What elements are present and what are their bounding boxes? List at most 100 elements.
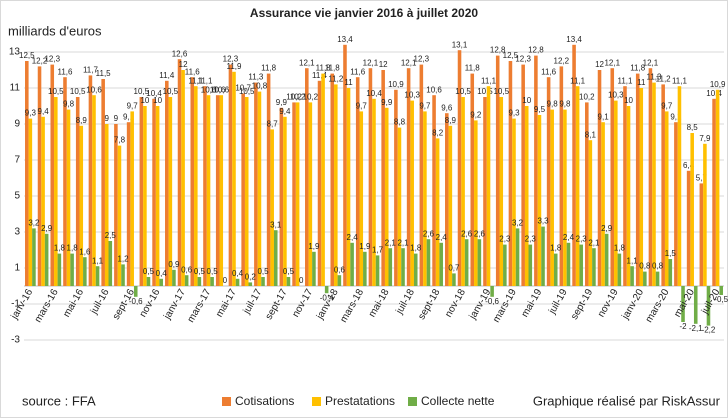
data-label: 10,2 (286, 93, 302, 102)
data-label: 1,9 (359, 242, 371, 251)
data-label: 11,1 (197, 76, 213, 85)
data-label: 10,3 (404, 91, 420, 100)
bar (283, 116, 287, 286)
data-label: 0,7 (448, 264, 460, 273)
bar (439, 242, 443, 286)
data-label: 13,4 (566, 35, 582, 44)
data-label: 12,1 (643, 58, 659, 67)
data-label: 10,7 (235, 84, 251, 93)
bar (165, 80, 169, 286)
bar (28, 118, 33, 286)
data-label: 11,6 (350, 67, 366, 76)
bar (279, 107, 284, 286)
y-tick-label: 9 (14, 119, 20, 130)
data-label: 12,3 (414, 55, 430, 64)
data-label: 10,6 (201, 85, 217, 94)
bar (712, 98, 716, 286)
bar (490, 286, 494, 297)
bar (664, 111, 669, 287)
data-label: 9,8 (559, 100, 571, 109)
bar (550, 109, 554, 286)
data-label: 10,2 (303, 93, 319, 102)
data-label: 10 (140, 96, 149, 105)
bar (623, 86, 627, 286)
bar (572, 44, 576, 286)
bar (159, 278, 163, 286)
bar (70, 253, 74, 286)
y-tick-label: 11 (10, 83, 21, 94)
bar (286, 277, 291, 286)
bar (372, 98, 376, 286)
bar (503, 244, 507, 286)
bar (528, 244, 533, 286)
bar (486, 86, 491, 286)
data-label: 11,5 (96, 69, 112, 78)
data-label: 0,8 (639, 262, 651, 271)
data-label: 12,1 (363, 58, 379, 67)
data-label: 9,9 (381, 98, 393, 107)
bar (388, 248, 393, 286)
bar (368, 68, 373, 286)
y-tick-label: 3 (14, 227, 20, 238)
bar (445, 113, 449, 286)
data-label: 10,6 (213, 85, 229, 94)
data-label: 0,5 (207, 267, 219, 276)
bar (553, 253, 558, 286)
bar (308, 102, 313, 287)
data-label: 2,1 (588, 238, 600, 247)
data-label: 8,5 (687, 123, 699, 132)
data-label: 9,9 (276, 98, 288, 107)
data-label: 10,2 (579, 93, 595, 102)
y-tick-label: -1 (11, 299, 20, 310)
data-label: 3,3 (537, 217, 549, 226)
data-label: 0,5 (194, 267, 206, 276)
data-label: 2,3 (525, 235, 537, 244)
bar (639, 88, 644, 286)
data-label: 10,5 (239, 87, 255, 96)
data-label: 11,8 (630, 64, 646, 73)
legend-swatch (222, 397, 231, 406)
legend-swatch (408, 397, 417, 406)
bar (254, 82, 258, 286)
data-label: 12 (595, 60, 604, 69)
data-label: 2,4 (436, 233, 448, 242)
bar (346, 88, 351, 286)
bar (337, 275, 342, 286)
data-label: 8,7 (267, 120, 279, 129)
bar (37, 66, 42, 287)
bar (686, 170, 691, 286)
bar (133, 286, 138, 297)
bar (152, 98, 156, 286)
bar (41, 116, 45, 286)
bar (334, 84, 338, 287)
bar (661, 84, 665, 287)
data-label: 8,9 (445, 116, 457, 125)
data-label: 10,6 (210, 85, 226, 94)
bar (44, 233, 49, 286)
data-label: 9,8 (547, 100, 559, 109)
data-label: 9,7 (356, 102, 368, 111)
bar (381, 70, 385, 286)
bar (146, 277, 151, 286)
bar (495, 55, 500, 286)
data-label: 10 (522, 96, 531, 105)
data-label: 11 (637, 78, 646, 87)
bar (92, 95, 96, 286)
bar (235, 278, 240, 286)
data-label: 11,6 (185, 67, 201, 76)
data-label: 0 (223, 276, 228, 285)
data-label: 12,2 (554, 57, 570, 66)
bar (601, 122, 605, 286)
bar (524, 106, 529, 286)
bar (343, 44, 347, 286)
data-label: 9,4 (38, 107, 50, 116)
bar (375, 255, 380, 286)
bar (83, 257, 87, 286)
data-label: 11,9 (227, 62, 243, 71)
bar (104, 124, 109, 286)
bar (108, 241, 113, 286)
bar (617, 253, 622, 286)
data-label: 12,2 (32, 57, 48, 66)
data-label: 10,5 (48, 87, 64, 96)
data-label: 9,3 (508, 109, 520, 118)
